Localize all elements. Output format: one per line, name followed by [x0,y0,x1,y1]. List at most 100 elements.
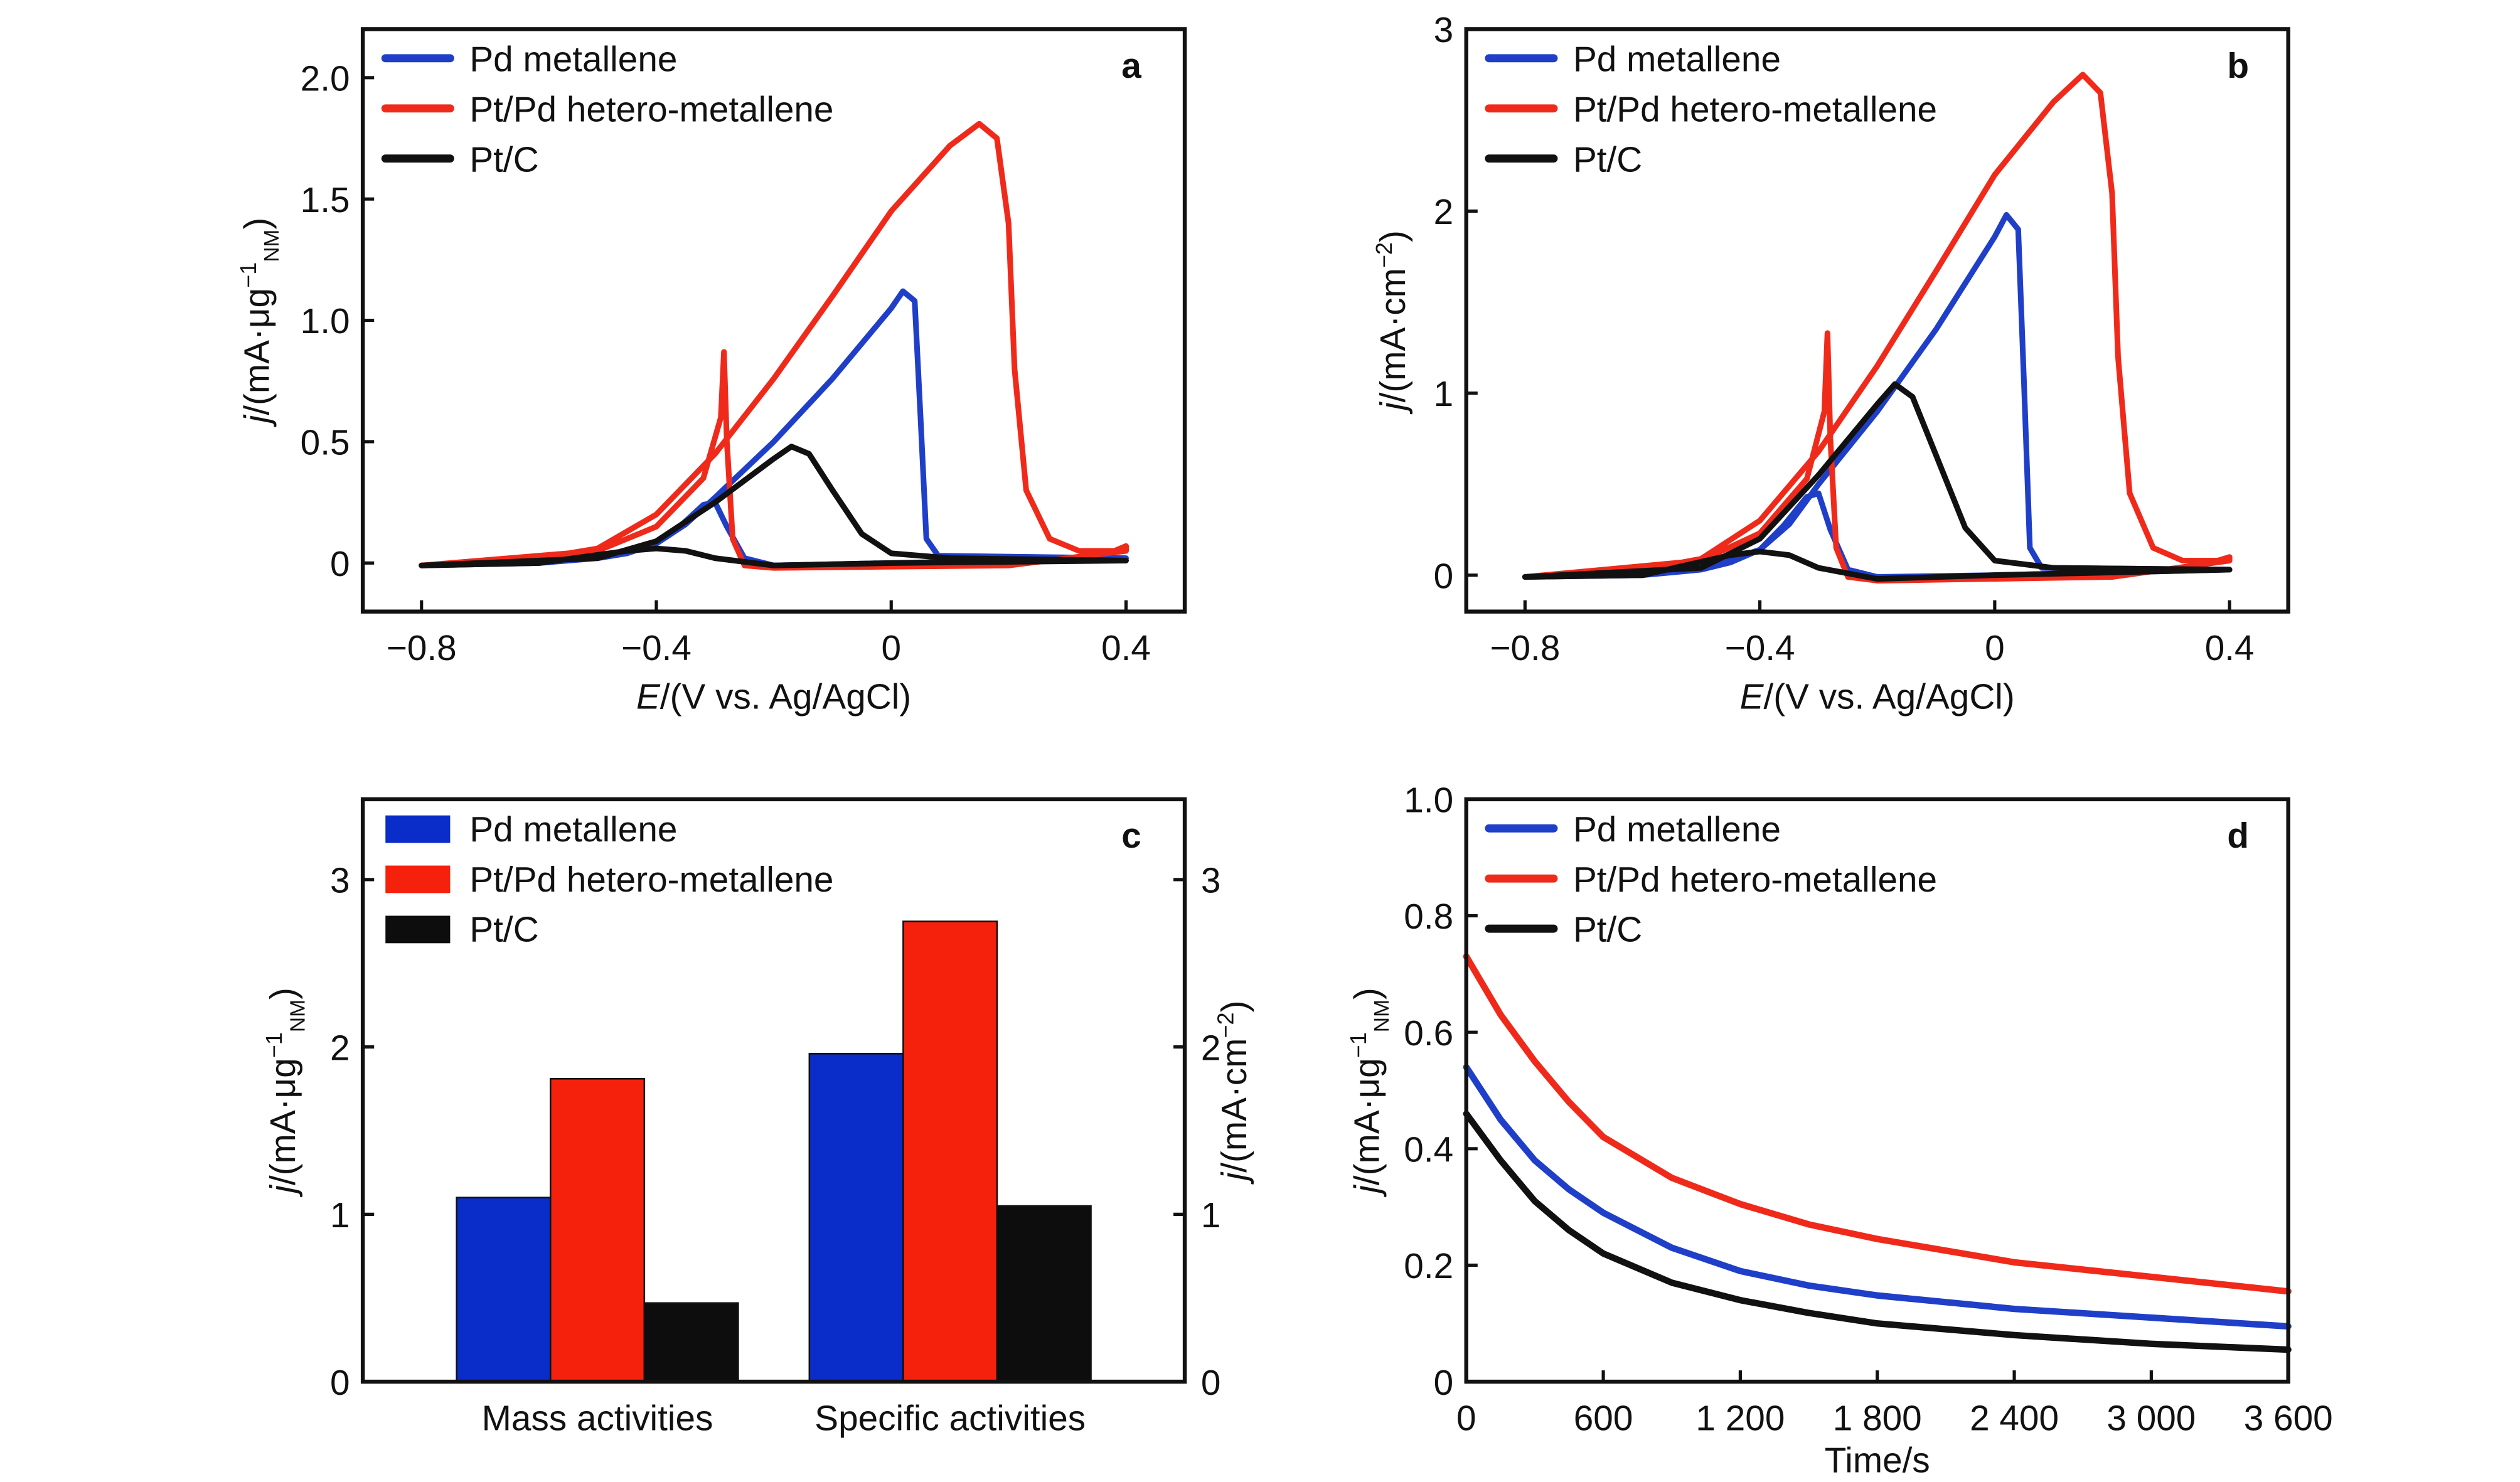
y2-tick-label: 3 [1201,861,1221,900]
x-axis-label-text: /(V vs. Ag/AgCl) [660,677,911,717]
series-line-2 [1522,381,2233,582]
legend-swatch-0 [385,815,451,843]
x-tick-label: 0 [1985,629,2005,668]
y-tick-label: 0.8 [1404,897,1453,937]
x-tick-label: −0.4 [1725,629,1795,668]
y-axis-label-text: /(mA·μg [264,1058,303,1185]
y-tick-label: 2.0 [301,59,350,99]
y2-axis-label-italic: j [1215,1171,1254,1185]
x-axis-label-italic: E [1740,677,1765,717]
y-axis-label-italic: j [238,414,277,427]
panel-label: b [2227,46,2249,86]
y-tick-label: 3 [330,861,350,900]
x-tick-label: 600 [1574,1399,1633,1438]
y-axis-label-sub: NM [260,230,284,262]
y-tick-label: 1.0 [301,302,350,341]
x-tick-label: 1 200 [1695,1399,1785,1438]
legend-swatch-1 [385,865,451,893]
y-tick-label: 1.5 [301,181,350,220]
y-axis-label: j/(mA·μg−1NM) [1345,988,1394,1198]
legend-label-2: Pt/C [469,910,538,950]
bar-c-0-1 [549,1078,646,1383]
x-axis-label: Time/s [1825,1441,1930,1481]
legend-swatch-2 [385,915,451,944]
legend-label-0: Pd metallene [1573,40,1781,79]
x-tick-label: 2 400 [1970,1399,2059,1438]
legend-label-1: Pt/Pd hetero-metallene [469,860,833,900]
y-tick-label: 0.5 [301,424,350,463]
panel-d: 0 0.2 0.4 0.6 0.8 1.0 0 600 1 200 1 800 2 400 3 000… [1345,781,2333,1480]
y2-axis-label-text: /(mA·cm [1215,1038,1254,1173]
legend-label-1: Pt/Pd hetero-metallene [1573,860,1937,900]
y2-axis-label-close: ) [1215,1001,1254,1013]
x-axis-label: E/(V vs. Ag/AgCl) [636,677,911,717]
y-tick-label: 1.0 [1404,781,1453,820]
y2-axis-label: j/(mA·cm−2) [1212,1001,1254,1185]
x-tick-label: −0.8 [1490,629,1560,668]
x-tick-label: 3 600 [2244,1399,2333,1438]
panel-b: 0 1 2 3 −0.8 −0.4 0 0.4 E/(V vs. Ag/AgCl) j/(mA·c… [1371,11,2290,717]
legend-label-1: Pt/Pd hetero-metallene [469,90,833,129]
y-tick-label: 0.4 [1404,1130,1453,1170]
y-tick-label: 0 [1434,1363,1454,1403]
legend-label-2: Pt/C [1573,140,1642,179]
y-axis-label-text: /(mA·μg [1348,1058,1387,1185]
plot-frame [1464,27,2290,614]
bar-c-1-1 [902,920,998,1383]
y-axis-label-sub: NM [1370,1000,1394,1032]
x-tick-label: 0 [881,629,901,668]
y2-tick-label: 1 [1201,1196,1221,1235]
panel-c: Mass activities Specific activities 0 1 2 3 0 1… [261,797,1254,1438]
x-tick-label: 0.4 [2205,629,2255,668]
x-axis-label-italic: E [636,677,661,717]
x-tick-label: 1 800 [1833,1399,1922,1438]
y2-tick-label: 2 [1201,1028,1221,1068]
series-line-1 [1522,72,2233,584]
x-tick-label: −0.8 [387,629,457,668]
y-tick-label: 3 [1434,11,1454,50]
y-axis-label-italic: j [1374,402,1413,415]
category-label: Specific activities [814,1399,1086,1438]
y2-tick-label: 0 [1201,1363,1221,1403]
bar-c-0-2 [643,1302,739,1383]
x-tick-label: −0.4 [621,629,691,668]
y-tick-label: 0 [1434,557,1454,596]
y-tick-label: 0 [330,545,350,584]
y-axis-label-close: ) [1374,230,1413,242]
x-axis-label-text: /(V vs. Ag/AgCl) [1764,677,2015,717]
y-axis-label: j/(mA·cm−2) [1371,230,1413,415]
y-axis-label-sup: −1 [261,1032,287,1058]
panel-a: 0 0.5 1.0 1.5 2.0 −0.8 −0.4 0 0.4 E/(V vs. Ag/AgC… [235,27,1187,717]
series-line-2 [419,444,1129,568]
bar-c-1-2 [996,1205,1092,1383]
x-axis-label: E/(V vs. Ag/AgCl) [1740,677,2015,717]
y-tick-label: 1 [330,1196,350,1235]
y-axis-label-sub: NM [286,1000,309,1032]
legend-label-0: Pd metallene [469,40,677,79]
y-axis-label: j/(mA·μg−1NM) [261,988,309,1198]
y-tick-label: 0 [330,1363,350,1403]
bar-c-1-0 [808,1053,904,1383]
y-tick-label: 0.2 [1404,1247,1453,1286]
legend-label-0: Pd metallene [1573,810,1781,850]
y-axis-label-italic: j [264,1185,303,1198]
y-axis-label-sup: −1 [235,262,261,288]
legend-label-2: Pt/C [469,140,538,179]
x-axis-label-text: Time/s [1825,1441,1930,1481]
legend-label-2: Pt/C [1573,910,1642,950]
legend-label-0: Pd metallene [469,810,677,850]
series-line-0 [1522,211,2233,580]
x-tick-label: 0.4 [1101,629,1151,668]
y-axis-label-sup: −1 [1345,1032,1371,1058]
panel-label: d [2227,816,2249,856]
y-axis-label-sup: −2 [1371,242,1397,268]
panel-label: c [1121,816,1141,856]
y-axis-label-text: /(mA·cm [1374,268,1413,402]
series-line-1 [1463,953,2292,1295]
bar-c-0-0 [456,1197,552,1383]
series-line-2 [1463,1110,2292,1353]
y-tick-label: 2 [330,1028,350,1068]
y-axis-label-close: ) [1348,988,1387,1000]
y-axis-label-close: ) [238,218,277,230]
panel-label: a [1121,46,1141,86]
